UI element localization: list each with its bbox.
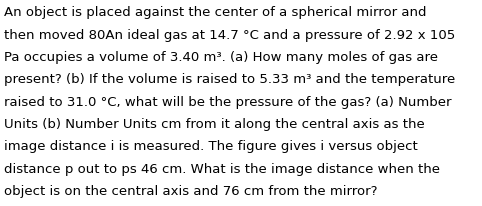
- Text: object is on the central axis and 76 cm from the mirror?: object is on the central axis and 76 cm …: [4, 184, 377, 197]
- Text: distance p out to ps 46 cm. What is the image distance when the: distance p out to ps 46 cm. What is the …: [4, 162, 440, 175]
- Text: Units (b) Number Units cm from it along the central axis as the: Units (b) Number Units cm from it along …: [4, 117, 425, 130]
- Text: present? (b) If the volume is raised to 5.33 m³ and the temperature: present? (b) If the volume is raised to …: [4, 73, 455, 86]
- Text: Pa occupies a volume of 3.40 m³. (a) How many moles of gas are: Pa occupies a volume of 3.40 m³. (a) How…: [4, 51, 438, 64]
- Text: then moved 80An ideal gas at 14.7 °C and a pressure of 2.92 x 105: then moved 80An ideal gas at 14.7 °C and…: [4, 28, 455, 41]
- Text: raised to 31.0 °C, what will be the pressure of the gas? (a) Number: raised to 31.0 °C, what will be the pres…: [4, 95, 451, 108]
- Text: An object is placed against the center of a spherical mirror and: An object is placed against the center o…: [4, 6, 427, 19]
- Text: image distance i is measured. The figure gives i versus object: image distance i is measured. The figure…: [4, 140, 417, 153]
